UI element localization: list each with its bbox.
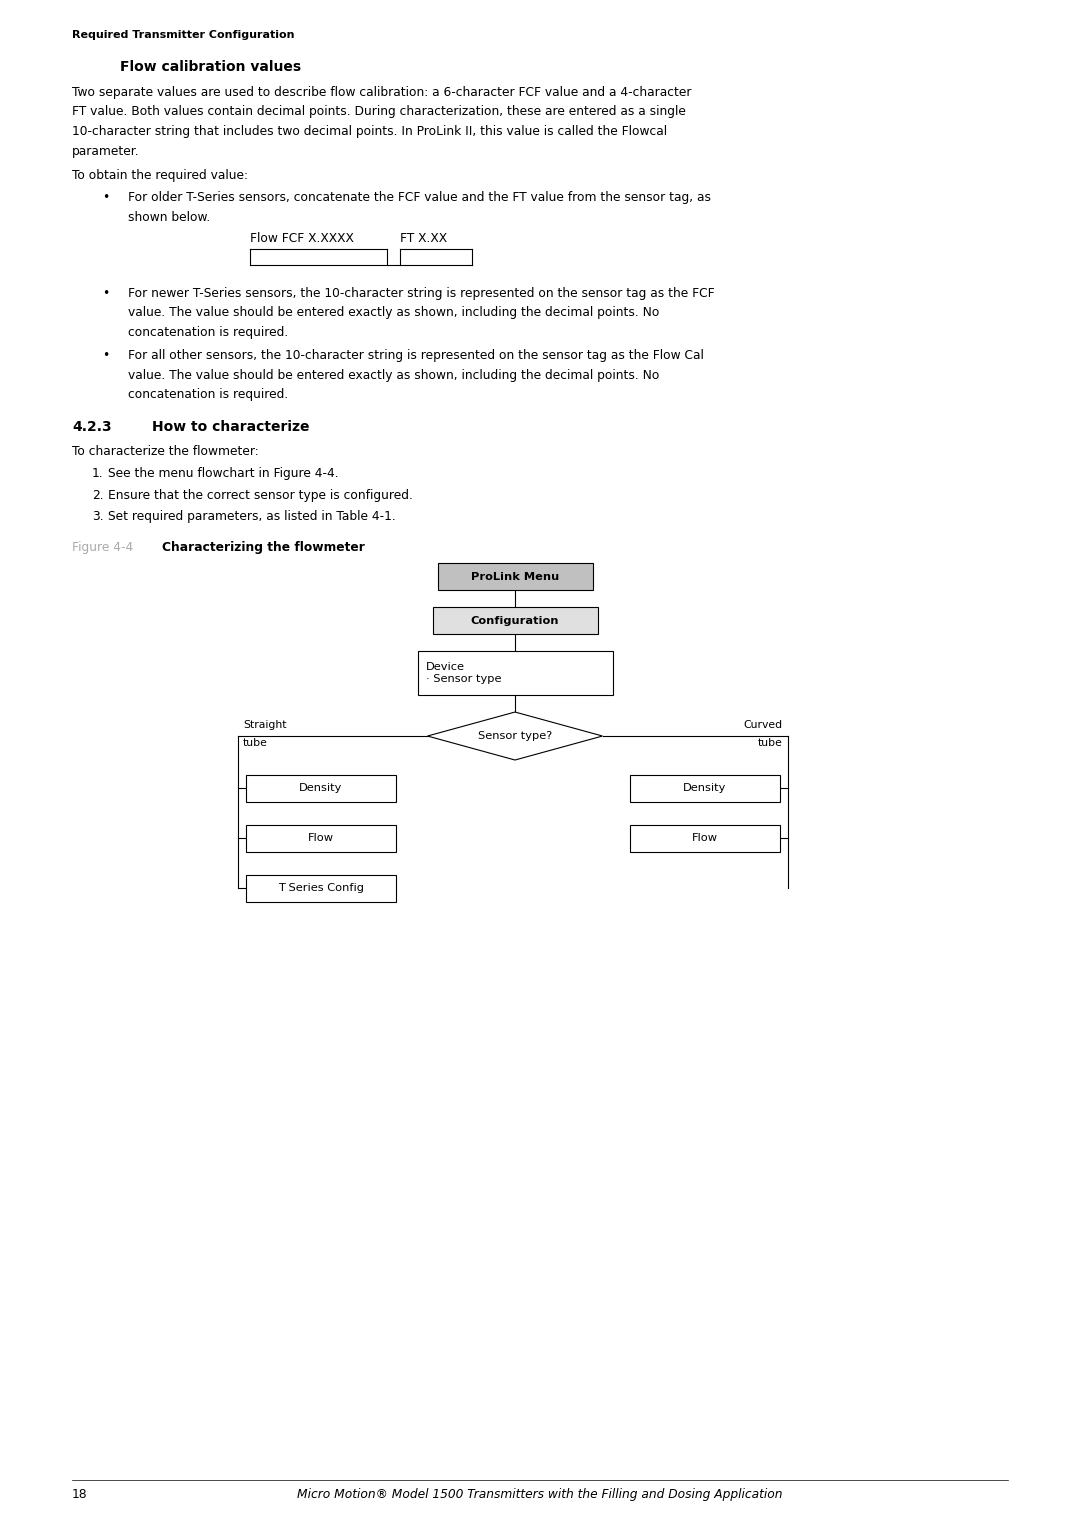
Text: Micro Motion® Model 1500 Transmitters with the Filling and Dosing Application: Micro Motion® Model 1500 Transmitters wi…	[297, 1488, 783, 1500]
Text: Figure 4-4: Figure 4-4	[72, 541, 133, 555]
Text: •: •	[102, 287, 109, 299]
FancyBboxPatch shape	[246, 775, 396, 802]
FancyBboxPatch shape	[418, 651, 612, 695]
Text: Required Transmitter Configuration: Required Transmitter Configuration	[72, 31, 295, 40]
Text: How to characterize: How to characterize	[152, 420, 310, 434]
Text: concatenation is required.: concatenation is required.	[129, 388, 288, 402]
Text: shown below.: shown below.	[129, 211, 211, 225]
Text: Flow: Flow	[692, 833, 718, 843]
Text: 10-character string that includes two decimal points. In ProLink II, this value : 10-character string that includes two de…	[72, 125, 667, 138]
Text: ProLink Menu: ProLink Menu	[471, 571, 559, 582]
Text: 1.: 1.	[92, 468, 104, 480]
FancyBboxPatch shape	[437, 562, 593, 590]
Text: Flow: Flow	[308, 833, 334, 843]
Text: Two separate values are used to describe flow calibration: a 6-character FCF val: Two separate values are used to describe…	[72, 86, 691, 99]
Text: •: •	[102, 191, 109, 205]
Text: T Series Config: T Series Config	[278, 883, 364, 892]
Text: For newer T-Series sensors, the 10-character string is represented on the sensor: For newer T-Series sensors, the 10-chara…	[129, 287, 715, 299]
Text: For older T-Series sensors, concatenate the FCF value and the FT value from the : For older T-Series sensors, concatenate …	[129, 191, 711, 205]
Text: To characterize the flowmeter:: To characterize the flowmeter:	[72, 445, 259, 458]
Text: For all other sensors, the 10-character string is represented on the sensor tag : For all other sensors, the 10-character …	[129, 350, 704, 362]
Text: Curved: Curved	[744, 720, 783, 730]
Polygon shape	[428, 712, 603, 759]
Text: Configuration: Configuration	[471, 616, 559, 625]
Text: To obtain the required value:: To obtain the required value:	[72, 170, 248, 182]
Text: 4.2.3: 4.2.3	[72, 420, 111, 434]
Text: Sensor type?: Sensor type?	[477, 730, 552, 741]
Text: Set required parameters, as listed in Table 4-1.: Set required parameters, as listed in Ta…	[108, 510, 395, 523]
Text: parameter.: parameter.	[72, 145, 139, 157]
Text: concatenation is required.: concatenation is required.	[129, 325, 288, 339]
Text: See the menu flowchart in Figure 4-4.: See the menu flowchart in Figure 4-4.	[108, 468, 339, 480]
Text: value. The value should be entered exactly as shown, including the decimal point: value. The value should be entered exact…	[129, 307, 660, 319]
Text: tube: tube	[243, 738, 268, 749]
Text: Ensure that the correct sensor type is configured.: Ensure that the correct sensor type is c…	[108, 489, 413, 501]
Text: Flow FCF X.XXXX: Flow FCF X.XXXX	[249, 232, 354, 246]
Text: Flow calibration values: Flow calibration values	[120, 60, 301, 73]
Text: Straight: Straight	[243, 720, 286, 730]
Text: 3.: 3.	[92, 510, 104, 523]
FancyBboxPatch shape	[246, 874, 396, 902]
Text: Density: Density	[684, 782, 727, 793]
Text: 2.: 2.	[92, 489, 104, 501]
Text: Characterizing the flowmeter: Characterizing the flowmeter	[162, 541, 365, 555]
Text: FT value. Both values contain decimal points. During characterization, these are: FT value. Both values contain decimal po…	[72, 105, 686, 119]
Text: Device
· Sensor type: Device · Sensor type	[426, 662, 501, 685]
Text: FT X.XX: FT X.XX	[400, 232, 447, 246]
Text: Density: Density	[299, 782, 342, 793]
Text: 18: 18	[72, 1488, 87, 1500]
Text: tube: tube	[758, 738, 783, 749]
FancyBboxPatch shape	[432, 607, 597, 634]
FancyBboxPatch shape	[246, 825, 396, 851]
Text: value. The value should be entered exactly as shown, including the decimal point: value. The value should be entered exact…	[129, 368, 660, 382]
FancyBboxPatch shape	[630, 825, 780, 851]
Text: •: •	[102, 350, 109, 362]
FancyBboxPatch shape	[630, 775, 780, 802]
